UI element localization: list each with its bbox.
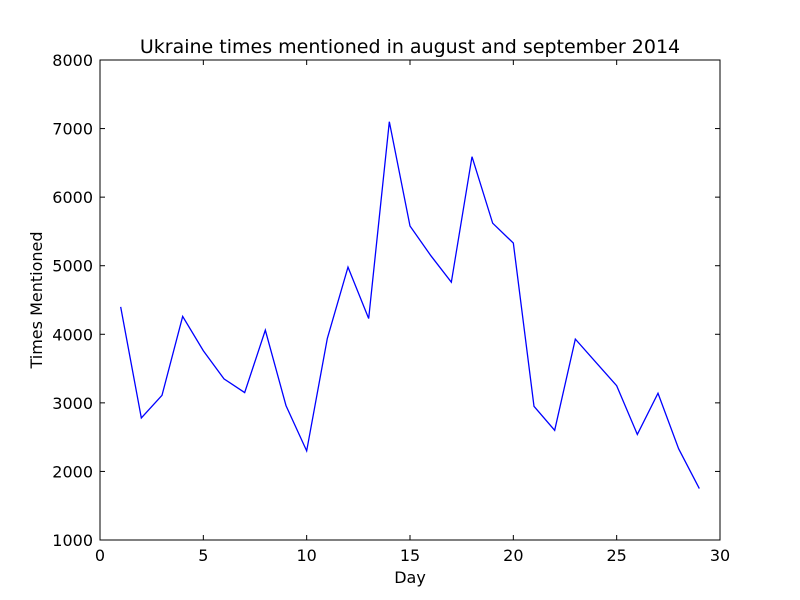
x-tick-label: 10 (296, 546, 316, 565)
series-line-0 (120, 121, 700, 489)
y-axis-label: Times Mentioned (27, 231, 46, 369)
x-tick-label: 25 (606, 546, 626, 565)
y-tick-label: 7000 (52, 120, 93, 139)
y-tick-label: 3000 (52, 394, 93, 413)
x-tick-label: 15 (400, 546, 420, 565)
y-tick-label: 1000 (52, 531, 93, 550)
plot-area: 0 5 10 15 20 25 30 1000 2000 3000 4000 5000 6000 7000… (52, 51, 730, 565)
x-axis-label: Day (394, 568, 426, 587)
y-tick-label: 6000 (52, 188, 93, 207)
y-tick-label: 2000 (52, 462, 93, 481)
x-tick-label: 20 (503, 546, 523, 565)
y-tick-label: 4000 (52, 325, 93, 344)
y-tick-label: 5000 (52, 257, 93, 276)
y-tick-label: 8000 (52, 51, 93, 70)
plot-frame (99, 59, 721, 541)
x-tick-label: 30 (710, 546, 730, 565)
chart-title: Ukraine times mentioned in august and se… (140, 36, 680, 58)
x-tick-label: 5 (198, 546, 208, 565)
x-tick-label: 0 (95, 546, 105, 565)
